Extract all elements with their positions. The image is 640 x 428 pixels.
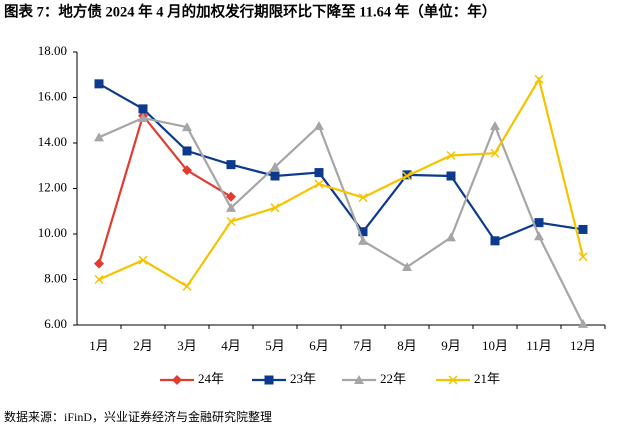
legend-marker <box>264 375 274 385</box>
data-point <box>446 171 456 181</box>
x-tick-label: 11月 <box>526 338 552 353</box>
series-line <box>98 82 584 243</box>
data-point <box>534 231 544 241</box>
x-tick-label: 8月 <box>397 338 417 353</box>
series-line <box>97 113 232 264</box>
data-point <box>94 274 104 285</box>
data-point <box>490 120 500 130</box>
data-point <box>138 255 148 265</box>
data-point <box>226 160 236 170</box>
legend-label: 24年 <box>198 371 224 386</box>
y-tick-label: 12.00 <box>38 179 67 194</box>
data-point <box>578 224 588 234</box>
data-point <box>358 227 368 237</box>
legend-label: 21年 <box>474 371 500 386</box>
data-point <box>314 168 324 178</box>
y-tick-label: 10.00 <box>38 225 67 240</box>
x-tick-label: 3月 <box>177 338 197 353</box>
data-point <box>446 232 456 242</box>
data-point <box>94 258 104 269</box>
data-point <box>402 171 412 181</box>
data-point <box>94 132 104 142</box>
x-tick-label: 7月 <box>353 338 373 353</box>
y-tick-label: 18.00 <box>38 43 67 58</box>
data-point <box>182 146 192 156</box>
data-point <box>138 104 148 114</box>
x-tick-label: 1月 <box>89 338 109 353</box>
data-point <box>226 191 236 202</box>
data-point <box>490 236 500 246</box>
data-point <box>182 165 192 176</box>
data-point <box>402 261 412 271</box>
legend-label: 23年 <box>290 371 316 386</box>
y-tick-label: 14.00 <box>38 134 67 149</box>
y-tick-label: 16.00 <box>38 88 67 103</box>
data-point <box>226 202 236 212</box>
data-point <box>534 74 544 84</box>
data-point <box>270 161 280 171</box>
x-tick-label: 4月 <box>221 338 241 353</box>
chart-title: 图表 7：地方债 2024 年 4 月的加权发行期限环比下降至 11.64 年（… <box>4 2 496 20</box>
x-tick-label: 2月 <box>133 338 153 353</box>
x-tick-label: 6月 <box>309 338 329 353</box>
source-note: 数据来源：iFinD，兴业证券经济与金融研究院整理 <box>4 409 272 424</box>
series-line <box>98 76 585 288</box>
y-tick-label: 8.00 <box>44 270 67 285</box>
data-point <box>270 171 280 181</box>
data-point <box>314 179 324 189</box>
y-tick-label: 6.00 <box>44 316 67 331</box>
series-line <box>98 116 584 325</box>
data-point <box>94 79 104 89</box>
data-point <box>578 252 588 262</box>
data-point <box>578 318 588 328</box>
data-point <box>314 120 324 130</box>
data-point <box>226 216 236 227</box>
x-tick-label: 12月 <box>570 338 596 353</box>
data-point <box>446 150 456 161</box>
x-tick-label: 5月 <box>265 338 285 353</box>
data-point <box>534 218 544 228</box>
legend-marker <box>354 375 364 384</box>
legend-marker <box>448 375 458 385</box>
data-point <box>490 148 500 158</box>
data-point <box>138 112 148 122</box>
data-point <box>358 193 368 203</box>
x-tick-label: 9月 <box>441 338 461 353</box>
legend-marker <box>172 375 182 385</box>
data-point <box>182 281 192 291</box>
data-point <box>358 235 368 245</box>
x-tick-label: 10月 <box>482 338 508 353</box>
data-point <box>182 122 192 132</box>
data-point <box>270 203 280 213</box>
legend-label: 22年 <box>380 371 406 386</box>
